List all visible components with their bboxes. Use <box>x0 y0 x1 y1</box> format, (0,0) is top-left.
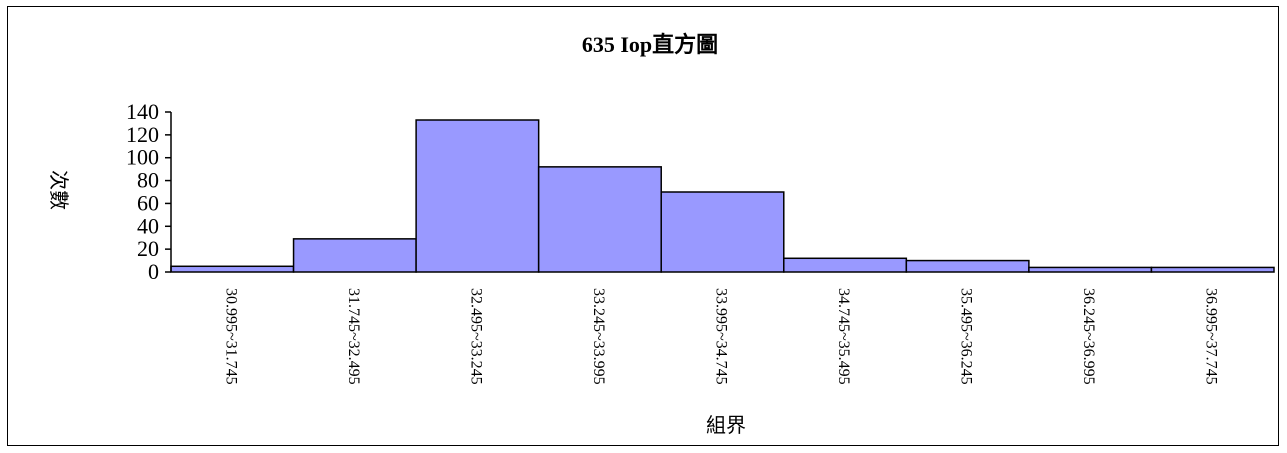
bar-1 <box>170 265 295 273</box>
bar-5 <box>660 191 785 273</box>
x-tick-label: 33.995~34.745 <box>713 288 730 385</box>
x-tick-label: 35.495~36.245 <box>958 288 975 385</box>
x-tick-labels: 30.995~31.745 31.745~32.495 32.495~33.245 3… <box>222 288 1219 385</box>
bar-7 <box>905 259 1030 273</box>
bar-6 <box>783 257 908 273</box>
x-tick-label: 30.995~31.745 <box>222 288 239 385</box>
x-tick-label: 34.745~35.495 <box>835 288 852 385</box>
x-tick-label: 32.495~33.245 <box>467 288 484 385</box>
x-tick-label: 31.745~32.495 <box>345 288 362 385</box>
bar-2 <box>292 238 417 273</box>
y-axis-label: 次數 <box>47 170 71 210</box>
y-tick-label: 40 <box>137 213 159 238</box>
bar-4 <box>537 166 662 273</box>
y-tick-label: 140 <box>126 99 159 124</box>
x-tick-label: 36.245~36.995 <box>1080 288 1097 385</box>
x-tick-label: 36.995~37.745 <box>1203 288 1220 385</box>
chart-title: 635 Iop直方圖 <box>582 32 718 57</box>
y-tick-label: 20 <box>137 236 159 261</box>
y-tick-label: 0 <box>148 259 159 284</box>
y-tick-label: 80 <box>137 168 159 193</box>
y-tick-label: 60 <box>137 190 159 215</box>
bar-9 <box>1150 266 1275 273</box>
y-tick-label: 120 <box>126 122 159 147</box>
x-axis-label: 組界 <box>706 413 746 437</box>
bar-3 <box>415 119 540 273</box>
bar-8 <box>1028 266 1153 273</box>
bars-group <box>170 119 1275 273</box>
y-tick-label: 100 <box>126 145 159 170</box>
x-tick-label: 33.245~33.995 <box>590 288 607 385</box>
